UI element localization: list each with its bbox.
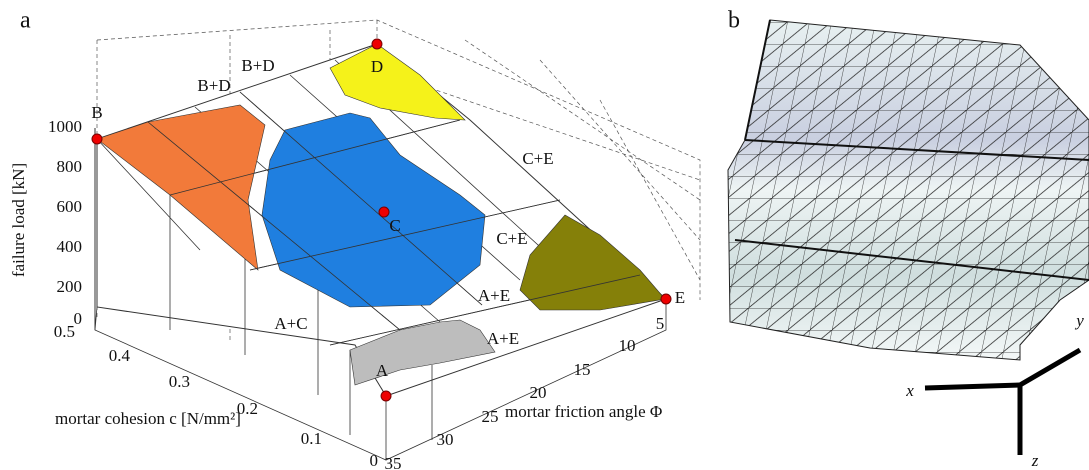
figure: a failure load [kN] mortar cohesion c [N… bbox=[0, 0, 1089, 470]
point bbox=[381, 391, 391, 401]
region-label: A+E bbox=[487, 329, 519, 348]
phi-axis-label: mortar friction angle Φ bbox=[505, 402, 662, 421]
region-label: B+D bbox=[197, 76, 230, 95]
phi-tick-label: 10 bbox=[619, 336, 636, 355]
phi-tick-label: 20 bbox=[530, 383, 547, 402]
region-label: E bbox=[675, 288, 685, 307]
triad-axis bbox=[1020, 350, 1080, 385]
region-label: C bbox=[389, 216, 400, 235]
region-label: C+E bbox=[522, 149, 553, 168]
surface-plot: a failure load [kN] mortar cohesion c [N… bbox=[9, 8, 700, 461]
z-axis-label: failure load [kN] bbox=[9, 163, 28, 277]
c-tick-label: 0.2 bbox=[237, 399, 258, 418]
triad-label: y bbox=[1074, 311, 1084, 330]
phi-tick-label: 30 bbox=[437, 430, 454, 449]
c-tick-label: 0 bbox=[370, 451, 379, 470]
region-label: C+E bbox=[496, 229, 527, 248]
triad-label: x bbox=[905, 381, 914, 400]
z-tick-label: 200 bbox=[57, 277, 83, 296]
panel-label: b bbox=[728, 8, 740, 34]
point bbox=[372, 39, 382, 49]
point bbox=[92, 134, 102, 144]
region-label: B bbox=[91, 103, 102, 122]
phi-tick-label: 15 bbox=[574, 360, 591, 379]
c-tick-label: 0.3 bbox=[169, 372, 190, 391]
phi-tick-label: 35 bbox=[385, 454, 402, 470]
c-axis-label: mortar cohesion c [N/mm²] bbox=[55, 409, 241, 428]
c-tick-label: 0.1 bbox=[301, 429, 322, 448]
c-tick-label: 0.4 bbox=[109, 346, 131, 365]
panel-label: a bbox=[20, 8, 31, 34]
point bbox=[661, 294, 671, 304]
z-tick-label: 800 bbox=[57, 157, 83, 176]
triad-label: z bbox=[1031, 451, 1039, 470]
region-label: A+E bbox=[478, 286, 510, 305]
z-tick-label: 600 bbox=[57, 197, 83, 216]
z-tick-label: 400 bbox=[57, 237, 83, 256]
region-label: D bbox=[371, 57, 383, 76]
phi-tick-label: 25 bbox=[482, 407, 499, 426]
z-tick-label: 1000 bbox=[48, 117, 82, 136]
point bbox=[379, 207, 389, 217]
triad-axis bbox=[925, 385, 1020, 388]
region-label: B+D bbox=[241, 56, 274, 75]
c-tick-label: 0.5 bbox=[54, 322, 75, 341]
phi-tick-label: 5 bbox=[656, 314, 665, 333]
region-label: A+C bbox=[274, 314, 307, 333]
region-label: A bbox=[376, 361, 389, 380]
